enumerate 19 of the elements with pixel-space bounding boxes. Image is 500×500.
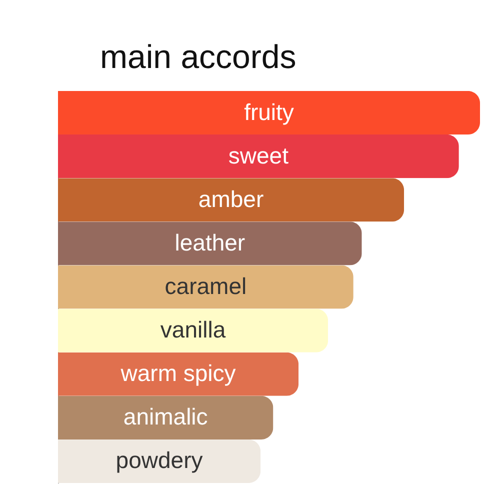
y-tick-label: leather xyxy=(174,229,246,256)
y-tick-label: warm spicy xyxy=(120,360,236,386)
y-tick-label: caramel xyxy=(164,273,247,299)
bar xyxy=(58,222,362,266)
bar xyxy=(58,439,261,483)
bar xyxy=(58,396,274,440)
chart-title: main accords xyxy=(100,38,296,75)
bar xyxy=(58,308,328,352)
y-tick-label: animalic xyxy=(123,404,208,430)
y-tick-label: amber xyxy=(198,186,264,212)
bar xyxy=(58,134,459,178)
bar xyxy=(58,178,404,222)
y-tick-label: vanilla xyxy=(160,316,226,343)
y-tick-label: powdery xyxy=(116,447,204,474)
bar xyxy=(58,265,354,309)
y-tick-label: fruity xyxy=(244,98,294,125)
bar xyxy=(58,91,480,135)
bar xyxy=(58,352,299,396)
y-tick-label: sweet xyxy=(228,142,290,168)
